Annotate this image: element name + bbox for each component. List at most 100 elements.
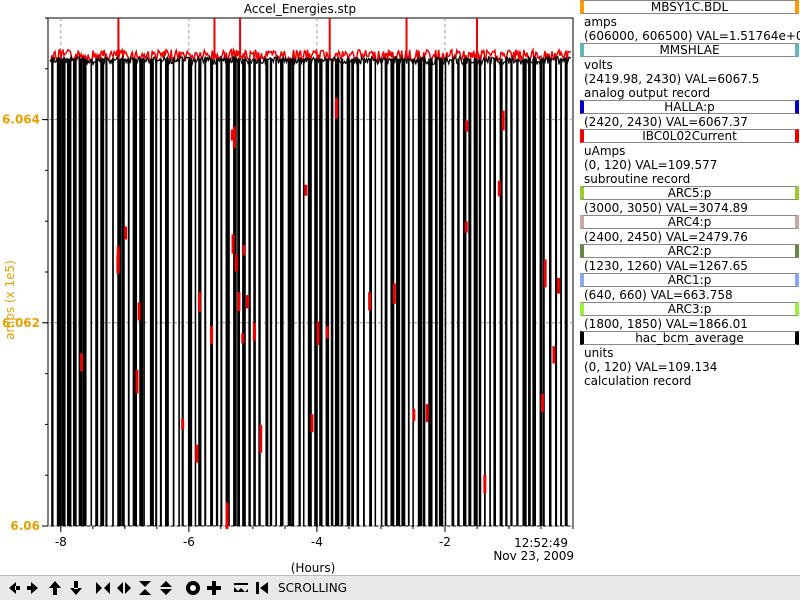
expand-vertical-button[interactable] — [157, 579, 175, 597]
autoscale-button[interactable] — [232, 579, 250, 597]
legend-entry-name[interactable]: ARC1:p — [580, 273, 799, 287]
series-black-dip — [417, 58, 423, 526]
y-axis-label: amps (x 1e5) — [3, 260, 17, 340]
arrow-right-button[interactable] — [25, 579, 43, 597]
legend-entry-name[interactable]: ARC2:p — [580, 244, 799, 258]
series-black-dip — [172, 58, 175, 526]
series-red-spike — [552, 346, 556, 364]
record-button[interactable] — [184, 579, 202, 597]
series-black-dip — [510, 58, 513, 526]
legend-entry-detail: (0, 120) VAL=109.577 — [584, 158, 718, 172]
series-black-dip — [462, 58, 467, 526]
legend-entry[interactable]: ARC1:p (640, 660) VAL=663.758 — [578, 273, 800, 302]
compress-vertical-icon — [139, 581, 151, 595]
plus-button[interactable] — [205, 579, 223, 597]
legend-entry-detail: amps — [584, 15, 617, 29]
legend-entry[interactable]: IBC0L02Current uAmps (0, 120) VAL=109.577 s… — [578, 129, 800, 186]
series-black-dip — [95, 58, 99, 526]
series-red-dip-segment — [80, 353, 84, 372]
legend-entry-name[interactable]: MMSHLAE — [580, 43, 799, 57]
series-black-dip — [181, 58, 184, 526]
legend-entry-name[interactable]: ARC5:p — [580, 186, 799, 200]
series-red-spike — [232, 126, 236, 148]
series-black-dip — [351, 58, 354, 526]
series-black-dip — [528, 58, 531, 526]
back-button[interactable] — [253, 579, 271, 597]
series-red-spike — [497, 180, 501, 197]
series-black-dip — [374, 58, 377, 526]
record-icon — [186, 581, 200, 595]
legend-entry-name[interactable]: ARC4:p — [580, 215, 799, 229]
series-black-dip — [407, 58, 410, 526]
legend-entry[interactable]: hac_bcm_average units (0, 120) VAL=109.134… — [578, 331, 800, 388]
y-tick-label: 6.062 — [2, 316, 40, 330]
x-axis-label: (Hours) — [291, 561, 336, 575]
series-red-dip-segment — [137, 302, 141, 321]
series-black-dip — [233, 58, 237, 526]
series-black-dip — [548, 58, 552, 526]
legend-entry[interactable]: ARC4:p (2400, 2450) VAL=2479.76 — [578, 215, 800, 244]
series-black-dip — [100, 58, 105, 526]
legend-entry[interactable]: ARC5:p (3000, 3050) VAL=3074.89 — [578, 186, 800, 215]
series-red-spike — [231, 234, 235, 254]
expand-vertical-icon — [160, 581, 172, 595]
series-black-dip — [61, 58, 66, 526]
chart-title: Accel_Energies.stp — [244, 2, 356, 16]
legend-entry-detail: (3000, 3050) VAL=3074.89 — [584, 201, 748, 215]
legend-entry[interactable]: MBSY1C.BDL amps (606000, 606500) VAL=1.517… — [578, 0, 800, 43]
legend-entry[interactable]: ARC3:p (1800, 1850) VAL=1866.01 — [578, 302, 800, 331]
series-black-dip — [78, 58, 83, 526]
series-black-dip — [56, 58, 62, 526]
series-red-spike — [392, 283, 396, 304]
plot-area[interactable]: -8 -6 -4 -2 6.06 6.062 6.064 — [2, 17, 574, 549]
series-black-dip — [275, 58, 277, 526]
series-black-dip — [484, 58, 486, 526]
series-red-spike — [464, 221, 468, 233]
legend-entry-name[interactable]: hac_bcm_average — [580, 331, 799, 345]
series-black-dip — [422, 58, 426, 526]
series-black-dip — [478, 58, 482, 526]
arrow-left-icon — [9, 582, 20, 594]
series-black-dip — [155, 58, 158, 526]
series-red-spike — [412, 408, 416, 421]
legend-entry-name[interactable]: IBC0L02Current — [580, 129, 799, 143]
legend-entry-name[interactable]: HALLA:p — [580, 100, 799, 114]
legend-entry[interactable]: HALLA:p (2420, 2430) VAL=6067.37 — [578, 100, 800, 129]
series-black-dip — [225, 58, 230, 526]
series-black-dip — [564, 58, 568, 526]
toolbar-buttons — [4, 579, 274, 597]
series-black-dip — [444, 58, 447, 526]
compress-horizontal-button[interactable] — [94, 579, 112, 597]
series-red-spike — [116, 255, 120, 274]
legend-entry[interactable]: ARC2:p (1230, 1260) VAL=1267.65 — [578, 244, 800, 273]
compress-vertical-button[interactable] — [136, 579, 154, 597]
legend-entry-name[interactable]: MBSY1C.BDL — [580, 0, 799, 14]
arrow-up-button[interactable] — [46, 579, 64, 597]
series-black-dip — [178, 58, 180, 526]
series-black-dip — [384, 58, 388, 526]
series-red-spike — [304, 184, 308, 196]
series-red-spike — [210, 326, 214, 345]
end-date-label: Nov 23, 2009 — [493, 549, 574, 563]
series-black-dip — [319, 58, 323, 526]
series-black-dip — [117, 58, 122, 526]
series-black-dip — [90, 58, 93, 526]
arrow-down-button[interactable] — [67, 579, 85, 597]
series-black-dip — [269, 58, 273, 526]
series-black-dip — [412, 58, 414, 526]
arrow-left-button[interactable] — [4, 579, 22, 597]
series-black-dip — [516, 58, 519, 526]
arrow-down-icon — [70, 581, 82, 595]
series-black-dip — [139, 58, 144, 526]
legend-entry[interactable]: MMSHLAE volts (2419.98, 2430) VAL=6067.5 an… — [578, 43, 800, 100]
series-red-spike — [501, 110, 505, 131]
series-red-dip-segment — [425, 404, 429, 423]
legend-entry-name[interactable]: ARC3:p — [580, 302, 799, 316]
expand-horizontal-button[interactable] — [115, 579, 133, 597]
series-black-dip — [451, 58, 455, 526]
series-red-spike — [245, 295, 249, 309]
series-black-dip — [302, 58, 305, 526]
strip-chart[interactable]: Accel_Energies.stp -8 -6 -4 -2 6.06 6.062 6.06… — [0, 0, 578, 575]
series-red-spike — [325, 326, 329, 339]
series-black-dip — [159, 58, 162, 526]
